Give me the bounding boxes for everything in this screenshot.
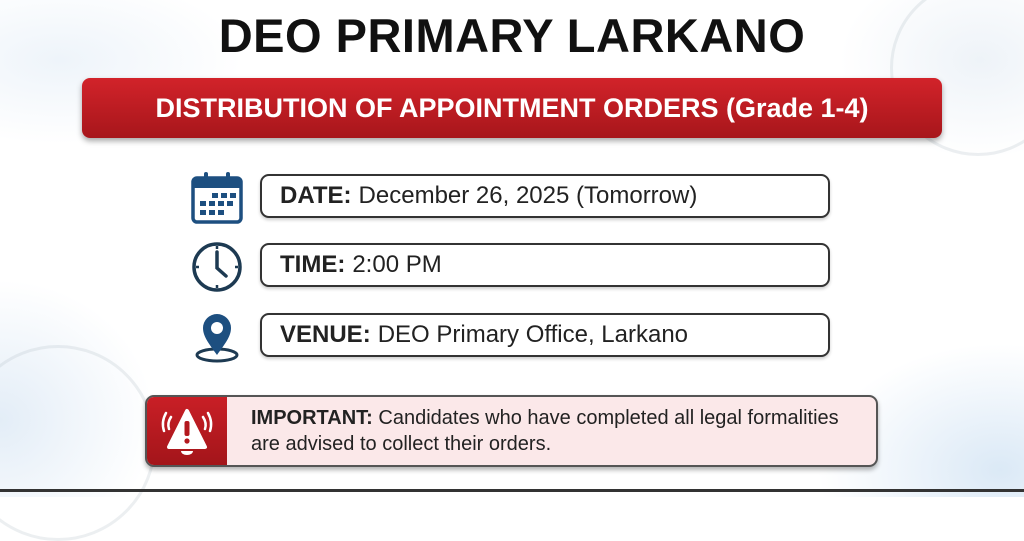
important-notice: IMPORTANT: Candidates who have completed… — [145, 395, 878, 467]
time-field: TIME: 2:00 PM — [260, 243, 830, 287]
location-pin-icon — [195, 314, 239, 363]
venue-label: VENUE: — [280, 321, 371, 348]
date-field: DATE: December 26, 2025 (Tomorrow) — [260, 174, 830, 218]
important-label: IMPORTANT: — [251, 407, 373, 429]
banner: DISTRIBUTION OF APPOINTMENT ORDERS (Grad… — [82, 78, 942, 138]
date-label: DATE: — [280, 182, 352, 209]
bottom-divider — [0, 489, 1024, 492]
detail-time: TIME: 2:00 PM — [190, 242, 832, 292]
time-label: TIME: — [280, 251, 346, 278]
detail-venue: VENUE: DEO Primary Office, Larkano — [190, 313, 832, 363]
clock-icon — [192, 242, 242, 292]
important-message: Candidates who have completed all legal … — [251, 407, 839, 455]
calendar-icon — [191, 172, 243, 224]
important-icon-panel — [147, 397, 227, 465]
page-title: DEO PRIMARY LARKANO — [218, 9, 806, 62]
detail-date: DATE: December 26, 2025 (Tomorrow) — [190, 172, 832, 224]
venue-value: DEO Primary Office, Larkano — [377, 321, 689, 348]
important-text: IMPORTANT: Candidates who have completed… — [251, 405, 856, 457]
date-value: December 26, 2025 (Tomorrow) — [358, 182, 698, 209]
venue-field: VENUE: DEO Primary Office, Larkano — [260, 313, 830, 357]
alarm-warning-icon — [161, 409, 213, 455]
time-value: 2:00 PM — [352, 251, 442, 278]
